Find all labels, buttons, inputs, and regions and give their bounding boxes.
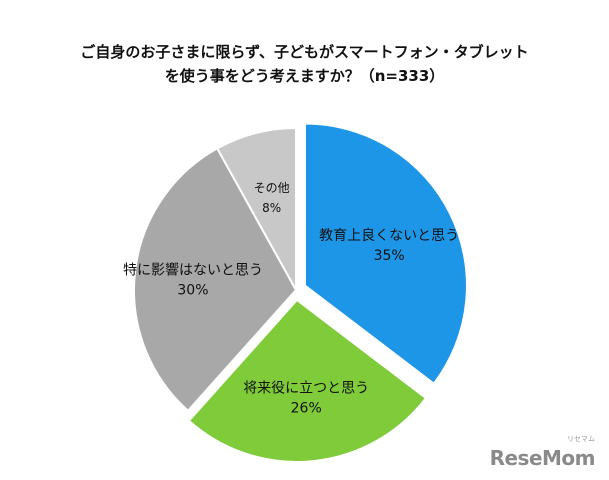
chart-title-line-2: を使う事をどう考えますか？（n=333） — [164, 67, 445, 85]
pie-slice-3 — [215, 126, 297, 294]
pie-slice-2 — [133, 147, 298, 413]
slice-label-2: 特に影響はないと思う — [123, 262, 263, 279]
slice-label-3: その他 — [254, 181, 290, 195]
pie-slice-1 — [187, 298, 428, 463]
slice-value-label-2: 30% — [177, 283, 208, 299]
chart-title-line-1: ご自身のお子さまに限らず、子どもがスマートフォン・タブレット — [80, 43, 529, 61]
slice-label-1: 将来役に立つと思う — [243, 381, 369, 397]
chart-title: ご自身のお子さまに限らず、子どもがスマートフォン・タブレット を使う事をどう考え… — [0, 40, 609, 88]
slice-value-label-1: 26% — [291, 401, 322, 417]
slice-label-0: 教育上良くないと思う — [319, 228, 459, 244]
slice-value-label-3: 8% — [262, 201, 281, 215]
slice-value-label-0: 35% — [374, 248, 405, 264]
resemom-logo: ReseMom — [489, 446, 596, 470]
pie-slice-0 — [303, 122, 468, 386]
logo-small-text: リセマム — [567, 435, 595, 443]
